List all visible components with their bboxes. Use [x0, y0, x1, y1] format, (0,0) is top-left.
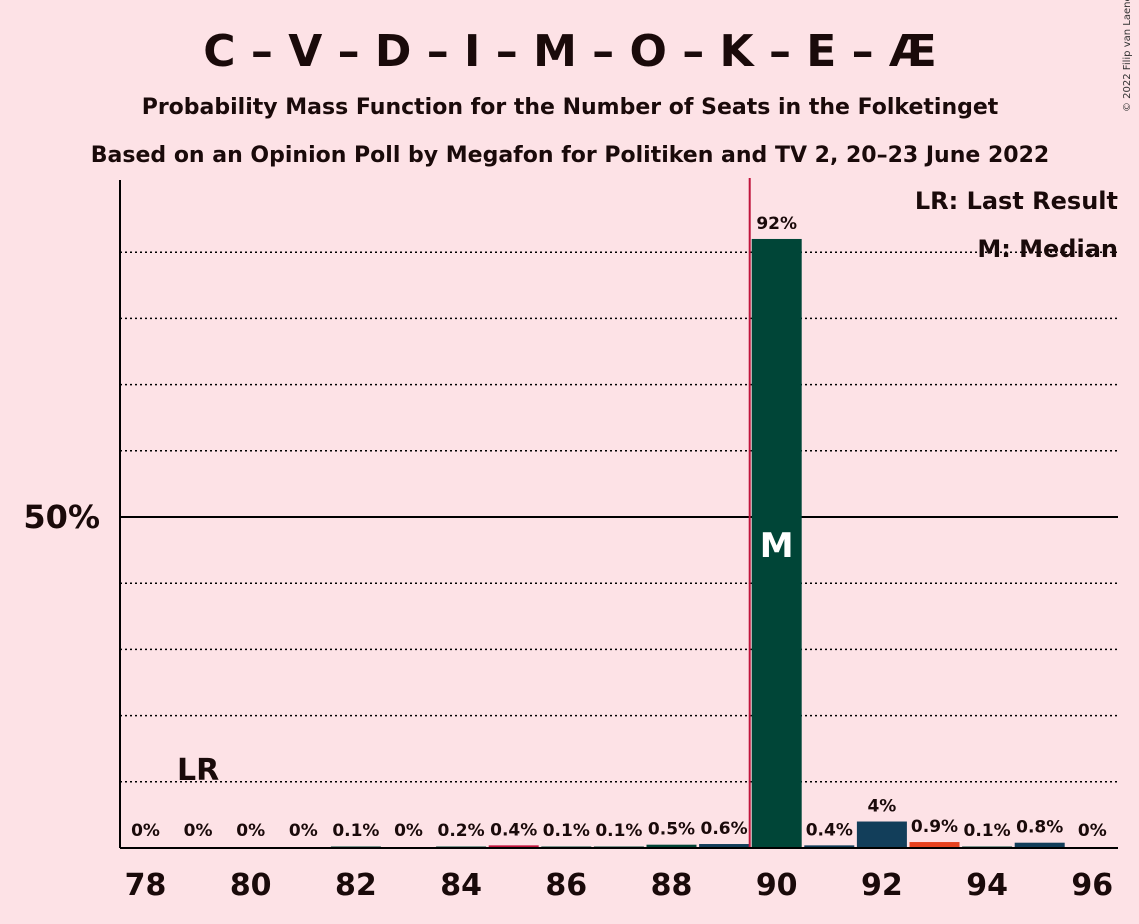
y-tick-label: 50%	[23, 498, 100, 536]
gridlines	[120, 251, 1118, 783]
chart-subtitle-poll: Based on an Opinion Poll by Megafon for …	[91, 143, 1049, 168]
x-tick-label: 80	[230, 868, 272, 903]
bar	[1014, 842, 1065, 848]
data-label: 0.1%	[595, 821, 642, 841]
data-label: 0.1%	[543, 821, 590, 841]
data-label: 0%	[131, 821, 160, 841]
x-tick-label: 88	[651, 868, 693, 903]
bar	[646, 844, 697, 848]
data-label: 0.2%	[438, 821, 485, 841]
bar	[699, 844, 750, 848]
chart-subtitle: Probability Mass Function for the Number…	[142, 95, 999, 120]
data-label: 0%	[394, 821, 423, 841]
bar	[856, 821, 907, 848]
last-result-marker: LR	[177, 753, 219, 788]
x-tick-label: 82	[335, 868, 377, 903]
axes: 78 80 82 84 86 88 90 92 94 96 50%	[23, 180, 1118, 903]
data-label: 0.4%	[806, 820, 853, 840]
bar	[751, 238, 802, 848]
legend-last-result: LR: Last Result	[915, 187, 1118, 215]
bar	[804, 845, 855, 848]
x-tick-label: 86	[545, 868, 587, 903]
copyright-notice: © 2022 Filip van Laenen	[1122, 0, 1133, 112]
bar	[909, 842, 960, 848]
chart-title: C – V – D – I – M – O – K – E – Æ	[203, 26, 936, 77]
data-label: 0%	[289, 821, 318, 841]
data-label: 0.1%	[332, 821, 379, 841]
x-tick-label: 94	[966, 868, 1008, 903]
data-label: 0%	[1078, 821, 1107, 841]
data-labels: 0% 0% 0% 0% 0.1% 0% 0.2% 0.4% 0.1% 0.1% 0.5% 0.6%92…	[131, 214, 1107, 841]
data-label: 0%	[236, 821, 265, 841]
x-tick-label: 96	[1071, 868, 1113, 903]
data-label: 0.6%	[701, 819, 748, 839]
x-tick-label: 78	[125, 868, 167, 903]
median-marker: M	[760, 526, 794, 566]
data-label: 0%	[184, 821, 213, 841]
x-tick-label: 90	[756, 868, 798, 903]
data-label: 0.5%	[648, 820, 695, 840]
bars	[330, 178, 1065, 848]
x-tick-label: 84	[440, 868, 482, 903]
data-label: 0.9%	[911, 817, 958, 837]
bar	[488, 845, 539, 848]
data-label: 0.8%	[1016, 818, 1063, 838]
data-label: 0.4%	[490, 820, 537, 840]
data-label: 4%	[867, 797, 896, 817]
data-label: 92%	[756, 214, 797, 234]
legend-median: M: Median	[977, 235, 1118, 263]
data-label: 0.1%	[964, 821, 1011, 841]
x-tick-label: 92	[861, 868, 903, 903]
